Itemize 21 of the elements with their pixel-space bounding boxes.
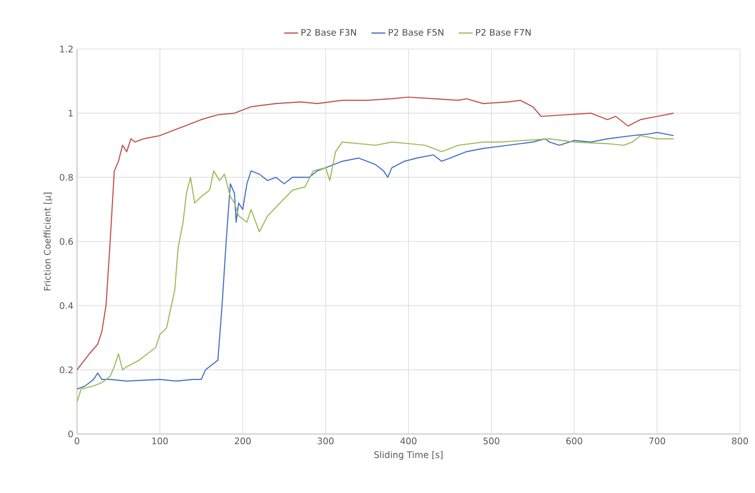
x-tick-label: 0: [74, 438, 80, 444]
x-axis-title: Sliding Time [s]: [374, 451, 443, 460]
y-tick-label: 1: [68, 110, 73, 116]
y-tick-label: 0.8: [60, 174, 73, 181]
y-tick-label: 0.2: [60, 366, 73, 374]
x-tick-label: 500: [484, 438, 500, 444]
legend-label: P2 Base F7N: [476, 28, 531, 36]
x-tick-label: 100: [152, 438, 168, 444]
y-tick-label: 0.6: [60, 238, 73, 245]
y-tick-label: 0.4: [60, 302, 73, 310]
y-tick-label: 0: [68, 430, 73, 438]
legend-label: P2 Base F3N: [302, 28, 356, 36]
y-axis-title: Friction Coefficient [µ]: [44, 192, 52, 290]
x-tick-label: 600: [566, 438, 582, 444]
x-tick-label: 700: [649, 438, 666, 444]
y-tick-label: 1.2: [60, 46, 73, 52]
x-tick-label: 300: [318, 438, 334, 444]
x-tick-label: 400: [400, 438, 416, 444]
legend-label: P2 Base F5N: [388, 28, 444, 36]
x-tick-label: 200: [234, 438, 251, 444]
x-tick-label: 800: [732, 438, 748, 444]
